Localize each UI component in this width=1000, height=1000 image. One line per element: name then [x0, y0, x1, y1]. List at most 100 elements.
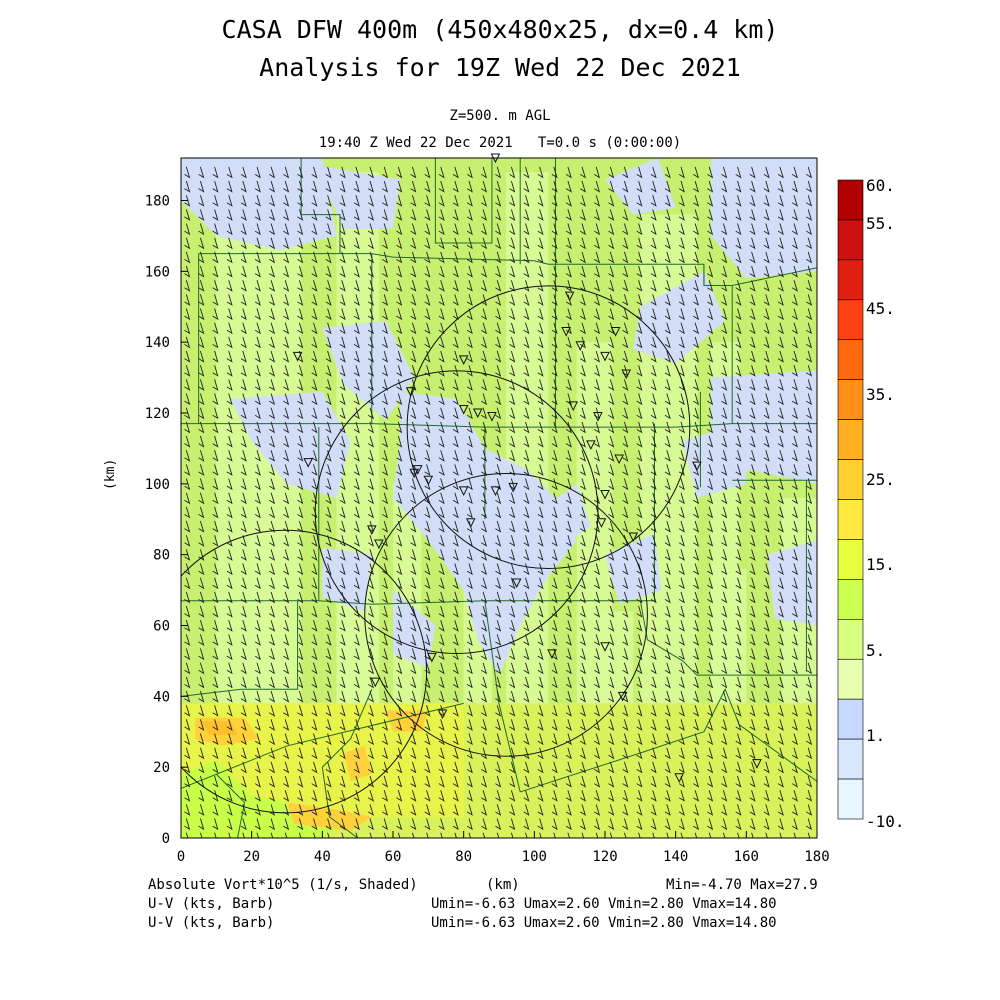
station-marker [427, 652, 437, 663]
wind-barb [240, 520, 247, 533]
wind-barb [438, 223, 445, 236]
wind-barb [763, 308, 770, 321]
wind-barb [579, 450, 586, 462]
wind-barb [396, 365, 403, 377]
wind-barb [693, 747, 700, 760]
wind-barb [410, 747, 417, 760]
wind-barb [608, 761, 615, 774]
wind-barb [410, 591, 417, 604]
wind-barb [481, 563, 488, 576]
wind-barb [339, 605, 346, 618]
wind-barb [481, 804, 488, 816]
field-negative-area [315, 165, 401, 229]
wind-barb [353, 280, 360, 292]
wind-barb [749, 166, 756, 179]
wind-barb [707, 407, 714, 420]
wind-barb [226, 549, 233, 561]
wind-barb [452, 705, 459, 717]
wind-barb [452, 520, 459, 533]
wind-barb [339, 520, 346, 533]
wind-barb [551, 280, 558, 292]
wind-barb [636, 180, 643, 193]
wind-barb [396, 690, 403, 703]
wind-barb [438, 634, 445, 646]
wind-barb [226, 676, 233, 689]
wind-barb [664, 705, 671, 717]
wind-barb [198, 180, 205, 193]
wind-barb [424, 634, 431, 646]
wind-barb [424, 195, 431, 207]
wind-barb [777, 804, 784, 816]
wind-barb [424, 294, 431, 306]
wind-barb [735, 478, 742, 491]
wind-barb [579, 690, 586, 703]
wind-barb [678, 549, 685, 561]
wind-barb [226, 336, 233, 349]
wind-barb [283, 591, 290, 604]
wind-barb [523, 322, 530, 335]
wind-barb [226, 421, 233, 434]
colorbar-label: 55. [866, 214, 895, 233]
wind-barb [438, 605, 445, 618]
wind-barb [269, 407, 276, 420]
wind-barb [226, 280, 233, 292]
wind-barb [565, 761, 572, 774]
wind-barb [254, 648, 261, 661]
wind-barb [382, 478, 389, 491]
wind-barb [382, 662, 389, 675]
wind-barb [226, 818, 233, 831]
wind-barb [339, 705, 346, 717]
wind-barb [339, 818, 346, 831]
wind-barb [297, 336, 304, 349]
wind-barb [254, 705, 261, 717]
wind-barb [283, 464, 290, 476]
wind-barb [608, 676, 615, 689]
wind-barb [396, 308, 403, 321]
wind-barb [806, 705, 813, 717]
wind-barb [254, 577, 261, 590]
wind-barb [636, 506, 643, 519]
wind-barb [749, 322, 756, 335]
wind-barb [636, 280, 643, 292]
wind-barb [325, 350, 332, 363]
wind-barb [495, 265, 502, 278]
wind-barb [523, 393, 530, 406]
wind-barb [353, 308, 360, 321]
wind-barb [777, 719, 784, 731]
wind-barb [269, 761, 276, 774]
wind-barb [242, 832, 245, 838]
wind-barb [523, 492, 530, 505]
wind-barb [269, 294, 276, 306]
wind-barb [283, 506, 290, 519]
station-marker [303, 458, 314, 468]
wind-barb [749, 648, 756, 661]
wind-barb [311, 464, 318, 476]
wind-barb [707, 676, 714, 689]
wind-barb [735, 195, 742, 207]
wind-barb [623, 832, 627, 838]
wind-barb [721, 634, 728, 646]
wind-barb [523, 747, 530, 760]
wind-barb [509, 520, 516, 533]
wind-barb [763, 620, 770, 632]
wind-barb [311, 308, 318, 321]
wind-barb [466, 577, 473, 590]
wind-barb [594, 648, 601, 661]
wind-barb [509, 265, 516, 278]
wind-barb [608, 563, 615, 576]
wind-barb [777, 775, 784, 788]
wind-barb [693, 166, 700, 179]
wind-barb [622, 563, 629, 576]
wind-barb [622, 322, 629, 335]
radar-range-ring [314, 370, 599, 655]
wind-barb [763, 223, 770, 236]
wind-barb [184, 747, 191, 760]
wind-barb [438, 379, 445, 391]
wind-barb [749, 520, 756, 533]
wind-barb [382, 365, 389, 377]
wind-barb [579, 747, 586, 760]
wind-barb [650, 407, 657, 420]
wind-barb [594, 237, 601, 250]
wind-barb [509, 676, 516, 689]
wind-barb [353, 648, 360, 661]
